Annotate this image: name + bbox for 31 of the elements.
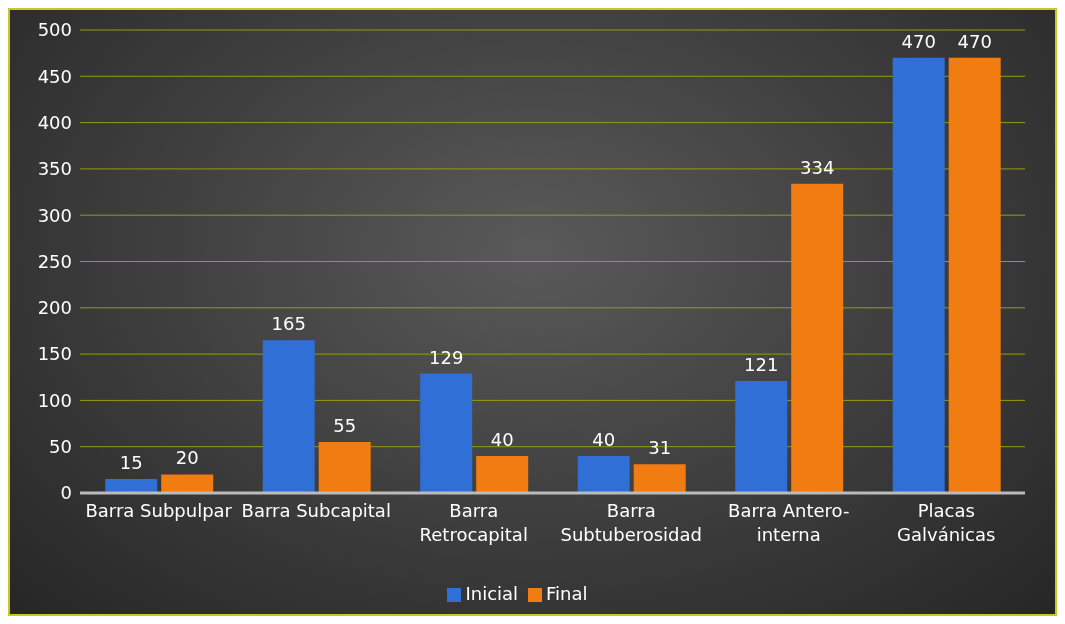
x-tick-label: Barra Subpulpar [85, 500, 233, 521]
data-label: 20 [175, 447, 199, 469]
y-tick-label: 350 [37, 158, 72, 180]
y-tick-label: 200 [37, 297, 72, 319]
data-label: 470 [901, 30, 936, 52]
y-tick-label: 400 [37, 111, 72, 133]
data-label: 55 [333, 415, 357, 437]
data-label: 31 [648, 437, 672, 459]
y-tick-label: 150 [37, 343, 72, 365]
data-label: 334 [800, 156, 835, 178]
data-label: 40 [592, 428, 616, 450]
x-tick-label: Barra Subcapital [241, 500, 391, 521]
legend-label: Final [546, 583, 588, 604]
y-tick-label: 0 [60, 482, 72, 504]
data-label: 470 [957, 30, 992, 52]
y-tick-label: 300 [37, 204, 72, 226]
x-tick-label: Placas Galvánicas [897, 500, 996, 545]
y-tick-label: 50 [49, 436, 72, 458]
data-label: 40 [490, 428, 514, 450]
x-tick-label: Barra Subtuberosidad [560, 500, 703, 545]
data-label: 129 [429, 346, 464, 368]
x-tick-label: Barra Antero-interna [728, 500, 850, 545]
data-label: 165 [271, 313, 306, 335]
y-tick-label: 450 [37, 65, 72, 87]
y-tick-label: 250 [37, 250, 72, 272]
data-label: 15 [119, 452, 143, 474]
legend-label: Inicial [465, 583, 519, 604]
x-tick-label: Barra Retrocapital [419, 500, 528, 545]
y-tick-label: 100 [37, 389, 72, 411]
y-tick-label: 500 [37, 19, 72, 41]
data-label: 121 [744, 353, 779, 375]
